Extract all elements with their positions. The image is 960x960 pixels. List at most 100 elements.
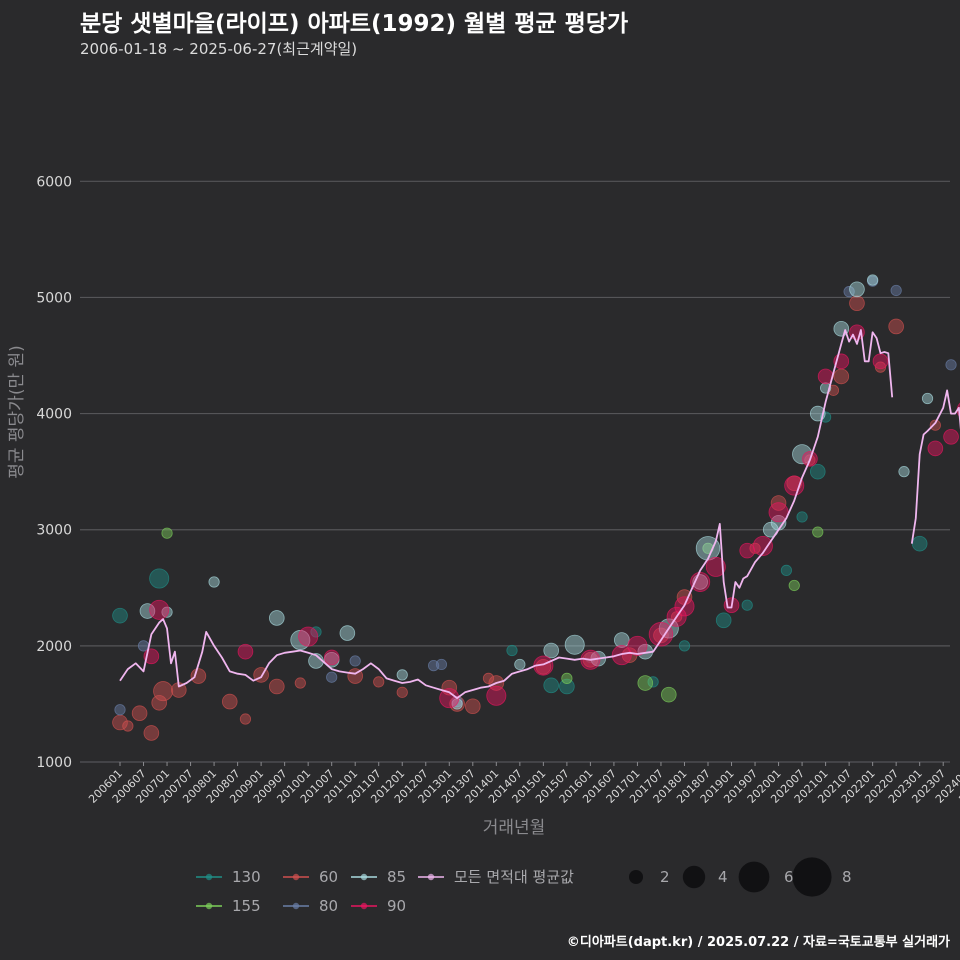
point-60 <box>153 681 174 702</box>
legend-label-avg: 모든 면적대 평균값 <box>454 868 574 886</box>
point-80 <box>326 671 338 683</box>
point-130 <box>796 511 808 523</box>
point-90 <box>486 685 507 706</box>
y-tick-label: 1000 <box>36 755 72 771</box>
point-130 <box>310 626 322 638</box>
point-85 <box>161 606 173 618</box>
legend-size-label: 2 <box>660 868 670 886</box>
point-85 <box>849 281 865 298</box>
point-90 <box>611 645 632 666</box>
point-85 <box>208 576 220 588</box>
point-60 <box>929 419 941 431</box>
legend-dot-155 <box>205 902 213 910</box>
point-90 <box>872 353 889 370</box>
point-80 <box>890 284 902 297</box>
legend-size-label: 8 <box>842 868 852 886</box>
legend-dot-90 <box>360 902 368 910</box>
point-85 <box>613 632 630 648</box>
point-60 <box>888 318 904 335</box>
scatter-points <box>112 274 960 741</box>
point-90 <box>739 542 755 559</box>
legend-label-60: 60 <box>319 868 338 886</box>
point-130 <box>715 612 732 629</box>
point-130 <box>543 677 559 694</box>
legend-dot-avg <box>427 873 435 881</box>
legend-size-circle <box>738 861 770 893</box>
point-60 <box>653 627 669 644</box>
legend-dot-60 <box>292 873 300 881</box>
point-90 <box>784 475 805 496</box>
point-60 <box>464 698 481 715</box>
point-80 <box>114 704 126 716</box>
point-85 <box>921 392 934 405</box>
point-60 <box>221 693 238 710</box>
y-tick-label: 5000 <box>36 290 72 306</box>
point-85 <box>898 466 910 478</box>
point-90 <box>752 535 773 556</box>
point-60 <box>131 705 148 722</box>
point-60 <box>143 725 160 741</box>
point-80 <box>435 658 448 671</box>
point-90 <box>439 688 460 709</box>
chart-title: 분당 샛별마을(라이프) 아파트(1992) 월별 평균 평당가 <box>80 11 629 37</box>
point-60 <box>239 713 252 725</box>
point-130 <box>559 678 575 695</box>
point-130 <box>911 535 928 552</box>
legend: 130 60 85 모든 면적대 평균값 155 80 90 2 4 6 8 <box>196 857 852 915</box>
point-85 <box>268 610 285 626</box>
point-60 <box>849 295 865 312</box>
legend-size-label: 4 <box>718 868 728 886</box>
point-60 <box>396 686 408 698</box>
legend-size-circle <box>682 865 706 889</box>
legend-label-80: 80 <box>319 897 338 915</box>
point-155 <box>812 526 824 538</box>
point-130 <box>112 607 128 624</box>
chart-subtitle: 2006-01-18 ~ 2025-06-27(최근계약일) <box>80 40 358 58</box>
point-90 <box>298 626 319 647</box>
point-90 <box>237 643 254 660</box>
footer-credit: ©디아파트(dapt.kr) / 2025.07.22 / 자료=국토교통부 실… <box>566 935 950 950</box>
point-80 <box>349 655 361 667</box>
point-60 <box>833 368 850 385</box>
point-155 <box>161 527 173 539</box>
average-line-segment <box>119 329 894 699</box>
point-90 <box>705 556 726 577</box>
point-155 <box>660 686 677 703</box>
point-60 <box>482 672 495 684</box>
point-90 <box>323 649 340 666</box>
x-axis-label: 거래년월 <box>483 818 546 838</box>
point-80 <box>945 359 957 371</box>
point-85 <box>339 625 356 641</box>
legend-size-circle <box>628 869 644 885</box>
point-130 <box>780 564 793 576</box>
point-130 <box>809 463 826 480</box>
legend-label-85: 85 <box>387 868 406 886</box>
legend-size-circle <box>792 857 832 897</box>
y-axis-label: 평균 평당가(만 원) <box>7 345 27 479</box>
point-155 <box>637 675 654 691</box>
point-90 <box>943 429 959 445</box>
y-tick-label: 6000 <box>36 174 72 190</box>
point-130 <box>678 640 691 652</box>
point-85 <box>514 658 526 671</box>
point-90 <box>927 440 944 457</box>
point-130 <box>741 599 753 611</box>
point-90 <box>627 635 648 656</box>
legend-dot-80 <box>292 902 300 910</box>
point-85 <box>396 669 408 681</box>
point-80 <box>137 640 150 652</box>
legend-label-90: 90 <box>387 897 406 915</box>
point-85 <box>543 642 559 659</box>
legend-label-155: 155 <box>232 897 261 915</box>
point-155 <box>561 672 573 684</box>
point-60 <box>373 676 385 688</box>
y-tick-label: 4000 <box>36 407 72 423</box>
y-tick-label: 3000 <box>36 523 72 539</box>
legend-dot-85 <box>360 873 368 881</box>
point-155 <box>788 579 800 592</box>
point-85 <box>867 274 879 286</box>
x-axis-ticks: 2006012006072007012007072008012008072009… <box>86 762 960 806</box>
y-tick-label: 2000 <box>36 639 72 655</box>
legend-label-130: 130 <box>232 868 261 886</box>
legend-size-label: 6 <box>784 868 794 886</box>
